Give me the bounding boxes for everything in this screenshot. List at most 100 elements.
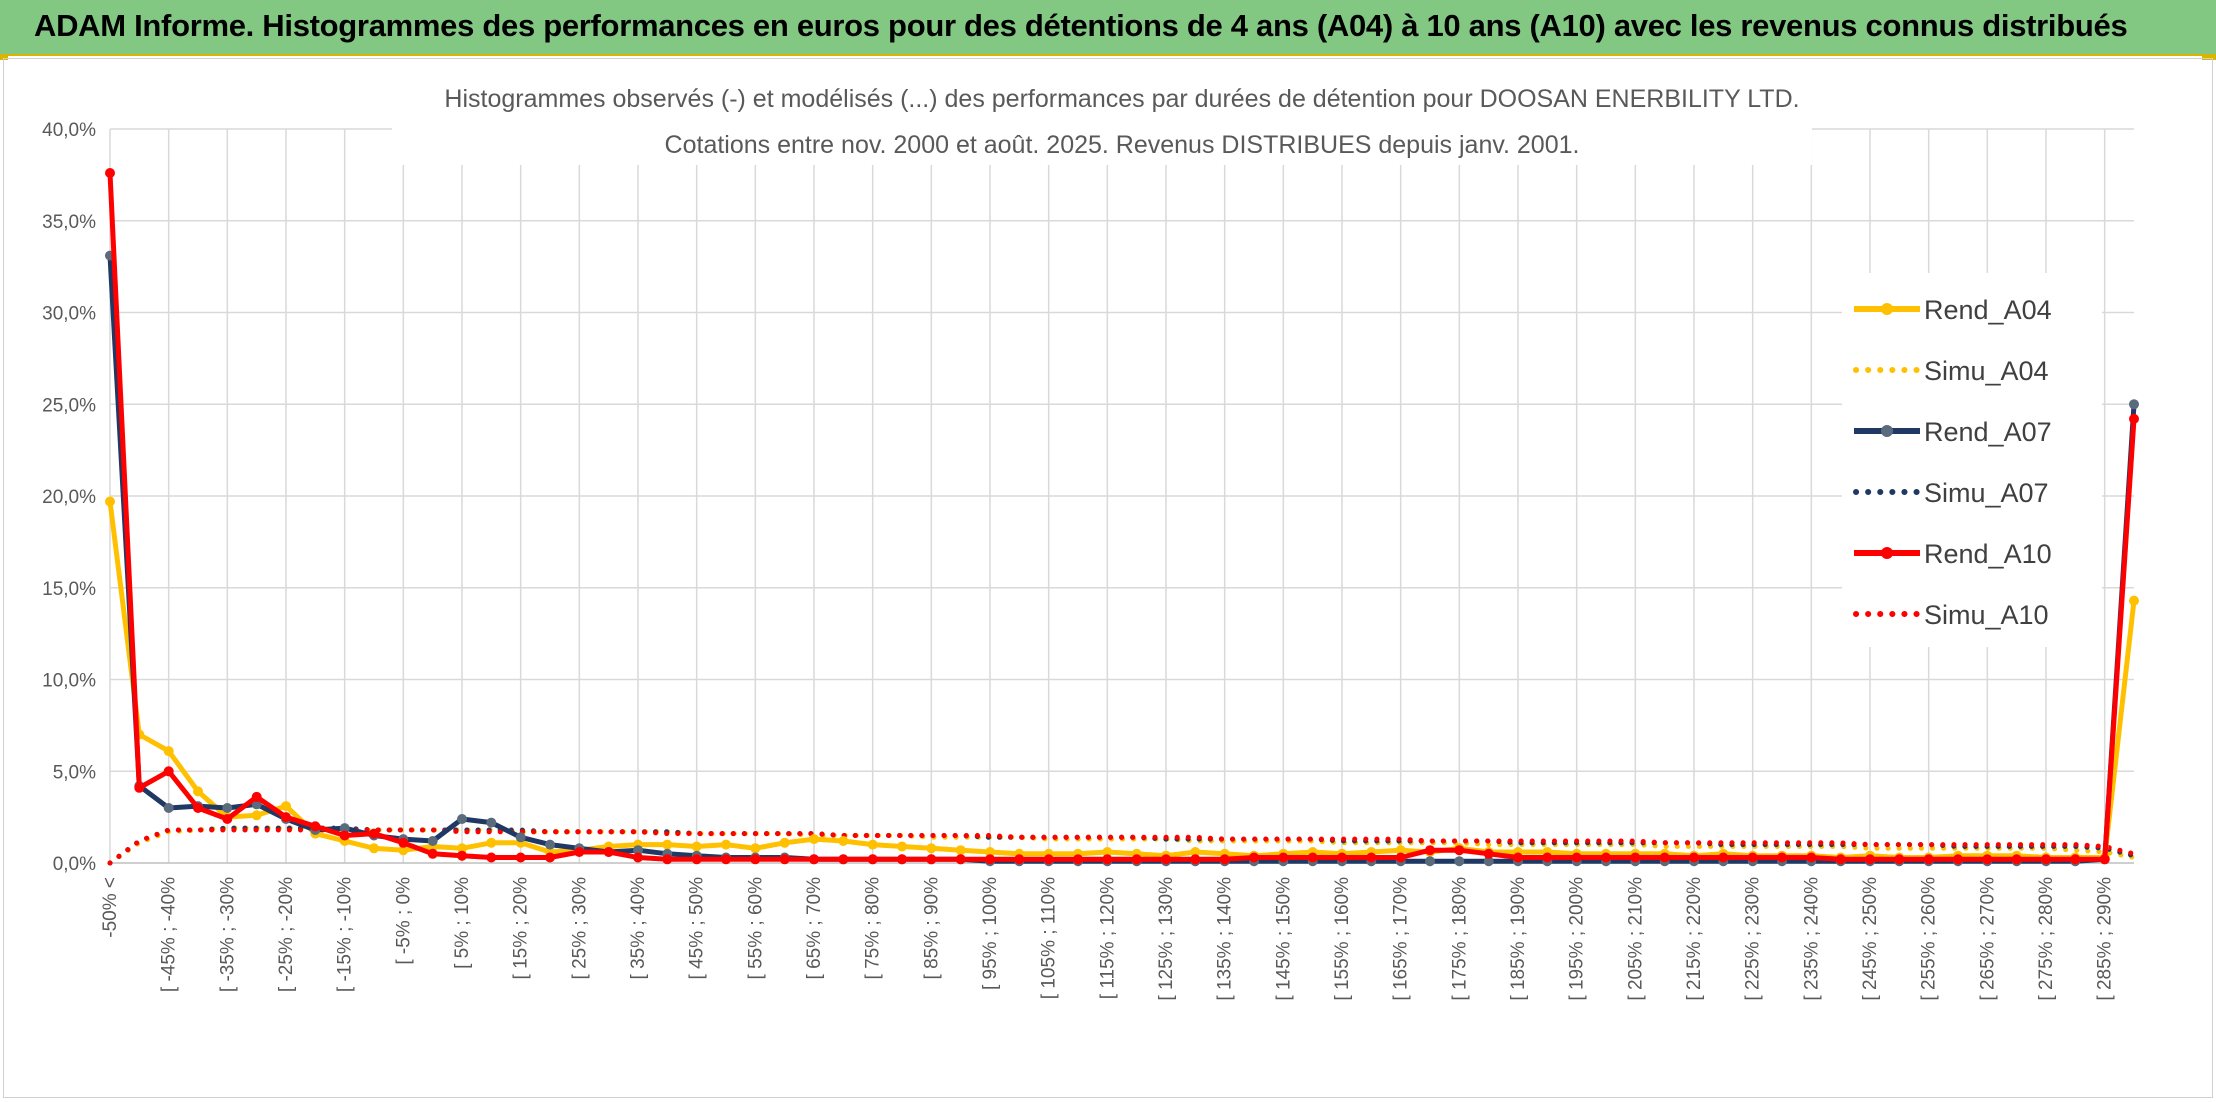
- x-tick-label: [ -35% ; -30%: [217, 877, 238, 992]
- y-tick-label: 15,0%: [42, 579, 96, 600]
- x-tick-label: [ 125% ; 130%: [1156, 877, 1177, 1001]
- data-point: [2041, 854, 2051, 865]
- data-point: [1747, 852, 1758, 863]
- data-point: [1542, 852, 1553, 863]
- data-point: [1366, 852, 1377, 863]
- data-point: [457, 814, 467, 824]
- x-tick-label: [ 165% ; 170%: [1391, 877, 1412, 1001]
- data-point: [281, 812, 291, 823]
- data-point: [193, 786, 203, 797]
- data-point: [633, 852, 643, 863]
- data-point: [486, 852, 497, 863]
- legend-label: Rend_A04: [1924, 295, 2052, 325]
- data-point: [662, 854, 673, 865]
- data-point: [779, 837, 790, 848]
- data-point: [662, 839, 673, 850]
- x-tick-label: -50% <: [100, 877, 121, 938]
- data-point: [105, 496, 115, 507]
- data-point: [2129, 595, 2139, 606]
- x-tick-label: [ 105% ; 110%: [1039, 877, 1060, 999]
- data-point: [867, 854, 878, 865]
- data-point: [1219, 854, 1230, 865]
- y-tick-label: 5,0%: [53, 762, 96, 783]
- data-point: [1718, 852, 1729, 863]
- x-tick-label: [ 65% ; 70%: [804, 877, 825, 980]
- data-point: [1307, 852, 1318, 863]
- data-point: [809, 834, 819, 845]
- x-tick-label: [ 265% ; 270%: [1977, 877, 1998, 1001]
- data-point: [721, 854, 731, 865]
- data-point: [1073, 854, 1083, 865]
- data-series: [105, 168, 2139, 867]
- legend-label: Rend_A10: [1924, 539, 2052, 569]
- x-tick-label: [ 235% ; 240%: [1801, 877, 1822, 1001]
- data-point: [545, 852, 555, 863]
- y-tick-label: 25,0%: [42, 395, 96, 416]
- data-point: [1454, 845, 1465, 856]
- data-point: [427, 848, 438, 859]
- data-point: [691, 841, 702, 852]
- data-point: [1425, 845, 1435, 856]
- data-point: [2099, 854, 2110, 865]
- data-point: [809, 854, 819, 865]
- data-point: [1777, 852, 1787, 863]
- x-tick-label: [ 75% ; 80%: [863, 877, 884, 980]
- data-point: [1982, 854, 1993, 865]
- x-tick-label: [ 35% ; 40%: [628, 877, 649, 980]
- data-point: [105, 168, 115, 178]
- legend-marker: [1881, 303, 1893, 315]
- x-tick-label: [ 185% ; 190%: [1508, 877, 1529, 1001]
- data-point: [1513, 852, 1523, 863]
- data-point: [1571, 852, 1582, 863]
- data-point: [1659, 852, 1670, 863]
- data-point: [1425, 856, 1435, 867]
- legend-item-Rend_A10: Rend_A10: [1854, 539, 2052, 569]
- data-point: [1337, 852, 1347, 863]
- data-point: [1161, 854, 1171, 865]
- data-point: [515, 832, 526, 843]
- y-tick-label: 35,0%: [42, 212, 96, 233]
- data-point: [691, 854, 702, 865]
- data-point: [1190, 847, 1201, 857]
- axes: 0,0% 5,0% 10,0% 15,0% 20,0% 25,0% 30,0% 35,0% 40…: [42, 120, 2134, 1001]
- x-tick-label: [ 205% ; 210%: [1625, 877, 1646, 1001]
- data-point: [721, 839, 731, 850]
- chart-title-background: [392, 79, 1812, 165]
- data-point: [779, 854, 790, 865]
- x-tick-label: [ 15% ; 20%: [511, 877, 532, 980]
- data-point: [339, 823, 350, 834]
- data-point: [955, 854, 966, 865]
- legend-item-Rend_A04: Rend_A04: [1854, 295, 2052, 325]
- rend-line: [107, 172, 2137, 862]
- data-point: [926, 843, 937, 854]
- x-tick-label: [ 95% ; 100%: [980, 877, 1001, 990]
- data-point: [1806, 852, 1817, 863]
- data-point: [897, 854, 907, 865]
- data-point: [281, 801, 291, 812]
- x-tick-label: [ 285% ; 290%: [2095, 877, 2116, 1001]
- x-tick-label: [ 115% ; 120%: [1097, 877, 1118, 999]
- x-tick-label: [ 135% ; 140%: [1215, 877, 1236, 1001]
- legend-label: Simu_A10: [1924, 600, 2049, 630]
- data-point: [163, 803, 174, 813]
- data-point: [750, 843, 761, 854]
- data-point: [897, 841, 907, 852]
- x-tick-label: [ 5% ; 10%: [452, 877, 473, 969]
- chart-area: 0,0% 5,0% 10,0% 15,0% 20,0% 25,0% 30,0% 35,0% 40…: [3, 58, 2213, 1098]
- data-point: [369, 843, 379, 854]
- x-tick-label: [ 85% ; 90%: [921, 877, 942, 980]
- data-point: [1190, 854, 1201, 865]
- y-tick-label: 10,0%: [42, 671, 96, 692]
- data-point: [1601, 852, 1611, 863]
- data-point: [457, 843, 467, 854]
- series-Simu_A10: [107, 827, 2137, 866]
- data-point: [339, 830, 350, 841]
- data-point: [750, 854, 761, 865]
- data-point: [1865, 854, 1875, 865]
- data-point: [398, 837, 409, 848]
- legend-item-Simu_A07: Simu_A07: [1853, 478, 2049, 508]
- chart-title: Histogrammes observés (-) et modélisés (…: [392, 79, 1812, 165]
- x-tick-label: [ 215% ; 220%: [1684, 877, 1705, 1001]
- chart-title-line-1: Histogrammes observés (-) et modélisés (…: [444, 85, 1799, 113]
- histogram-chart: 0,0% 5,0% 10,0% 15,0% 20,0% 25,0% 30,0% 35,0% 40…: [42, 79, 2139, 1001]
